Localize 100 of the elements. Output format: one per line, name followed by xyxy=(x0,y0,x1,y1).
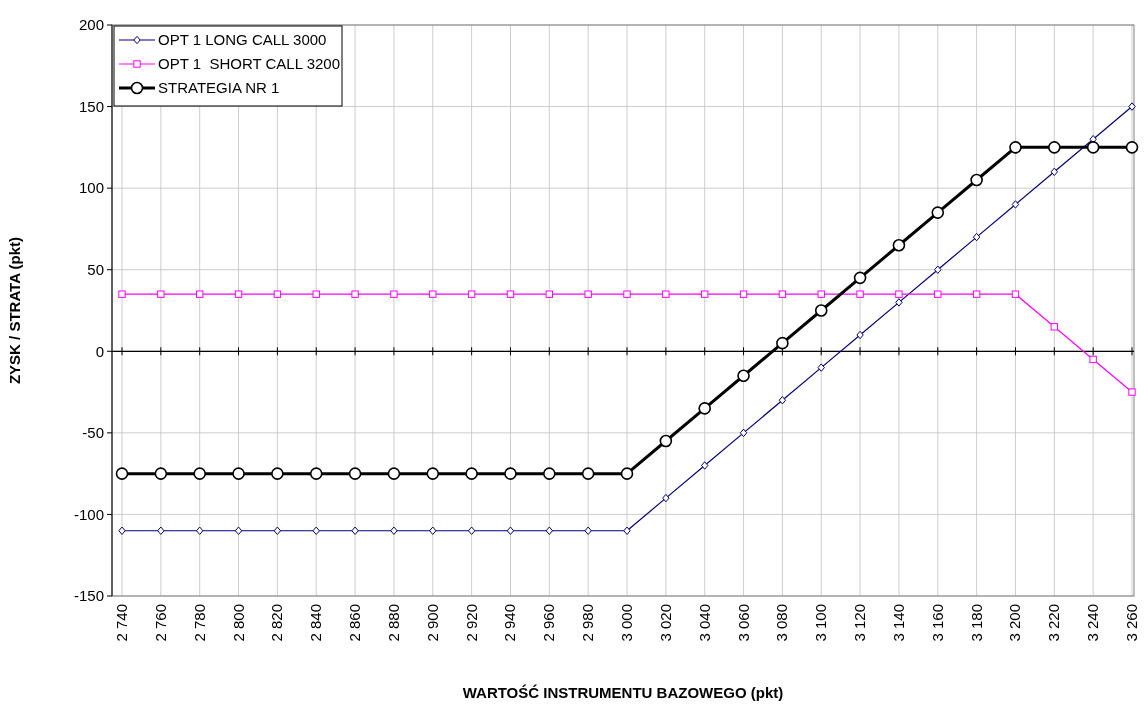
x-tick-label: 3 020 xyxy=(656,604,674,642)
point xyxy=(543,467,556,480)
point xyxy=(118,526,126,535)
point xyxy=(778,290,787,298)
y-tick-label: 150 xyxy=(78,97,104,115)
x-tick-label: 3 220 xyxy=(1045,604,1063,642)
point xyxy=(1011,200,1020,209)
y-tick-label: -50 xyxy=(82,424,104,442)
point xyxy=(351,526,359,535)
point xyxy=(312,526,320,535)
point xyxy=(271,467,284,480)
point xyxy=(506,290,515,298)
point xyxy=(193,467,206,480)
point xyxy=(778,396,787,405)
x-tick-label: 3 080 xyxy=(773,604,791,642)
y-tick-label: 200 xyxy=(78,16,104,34)
point xyxy=(426,467,440,480)
x-tick-label: 2 780 xyxy=(190,604,208,642)
point xyxy=(934,265,942,274)
x-tick-label: 2 940 xyxy=(501,604,519,642)
point xyxy=(545,290,554,298)
point xyxy=(895,290,903,298)
point xyxy=(1089,355,1097,364)
point xyxy=(195,290,204,298)
point xyxy=(1048,141,1061,154)
x-tick-label: 2 840 xyxy=(307,604,325,642)
point xyxy=(623,526,631,535)
point xyxy=(1050,167,1059,177)
x-tick-label: 2 920 xyxy=(462,604,480,642)
x-tick-label: 3 060 xyxy=(734,604,752,642)
point xyxy=(737,369,750,383)
point xyxy=(273,290,282,298)
x-tick-label: 3 180 xyxy=(967,604,985,642)
point xyxy=(1086,141,1100,154)
point xyxy=(351,290,359,298)
point xyxy=(429,290,437,298)
point xyxy=(195,526,204,535)
point xyxy=(506,526,515,535)
x-tick-label: 2 960 xyxy=(540,604,558,642)
point xyxy=(662,290,670,298)
point xyxy=(273,526,282,535)
point xyxy=(115,467,129,480)
legend-label: OPT 1 SHORT CALL 3200 xyxy=(158,55,341,73)
point xyxy=(234,526,243,535)
point xyxy=(157,290,165,298)
point xyxy=(465,467,478,480)
y-tick-label: 0 xyxy=(95,342,104,360)
x-tick-label: 2 740 xyxy=(113,604,130,642)
point xyxy=(895,298,903,307)
x-tick-label: 2 860 xyxy=(346,604,364,642)
y-tick-label: 50 xyxy=(87,260,104,278)
point xyxy=(817,363,825,372)
x-tick-label: 3 100 xyxy=(812,604,830,642)
legend-label: OPT 1 LONG CALL 3000 xyxy=(158,31,327,49)
point xyxy=(429,526,437,535)
point xyxy=(856,290,864,298)
y-axis-title: ZYSK / STRATA (pkt) xyxy=(6,236,23,385)
point xyxy=(504,467,517,480)
point xyxy=(620,467,634,480)
point xyxy=(972,232,981,242)
x-tick-label: 2 820 xyxy=(268,604,286,642)
point xyxy=(234,290,243,298)
point xyxy=(623,290,631,298)
point xyxy=(584,290,592,298)
point xyxy=(972,290,981,298)
point xyxy=(700,290,709,298)
point xyxy=(390,526,398,535)
x-tick-label: 3 260 xyxy=(1123,604,1140,642)
x-tick-label: 3 160 xyxy=(928,604,946,642)
point xyxy=(776,336,789,350)
y-tick-label: -150 xyxy=(73,587,104,605)
point xyxy=(467,290,476,298)
x-tick-label: 2 800 xyxy=(229,604,247,642)
point xyxy=(739,428,748,438)
x-tick-label: 2 980 xyxy=(579,604,597,642)
point xyxy=(545,526,554,535)
point xyxy=(814,304,828,317)
point xyxy=(662,493,670,503)
point xyxy=(934,290,942,298)
point xyxy=(467,526,476,535)
point xyxy=(118,290,126,298)
point xyxy=(892,238,906,252)
x-tick-label: 3 000 xyxy=(618,604,635,642)
point xyxy=(157,526,165,535)
x-tick-label: 3 240 xyxy=(1084,604,1102,642)
point xyxy=(348,467,362,480)
point xyxy=(1125,141,1139,154)
x-tick-label: 2 900 xyxy=(423,604,441,642)
point xyxy=(581,467,595,480)
point xyxy=(154,467,168,480)
point xyxy=(853,271,867,285)
point xyxy=(1009,141,1022,154)
point xyxy=(1011,290,1020,298)
point xyxy=(931,206,945,219)
point xyxy=(312,290,320,298)
x-tick-label: 3 040 xyxy=(695,604,713,642)
x-axis-title: WARTOŚĆ INSTRUMENTU BAZOWEGO (pkt) xyxy=(462,684,784,701)
point xyxy=(698,402,711,415)
point xyxy=(659,434,673,448)
point xyxy=(700,461,709,470)
